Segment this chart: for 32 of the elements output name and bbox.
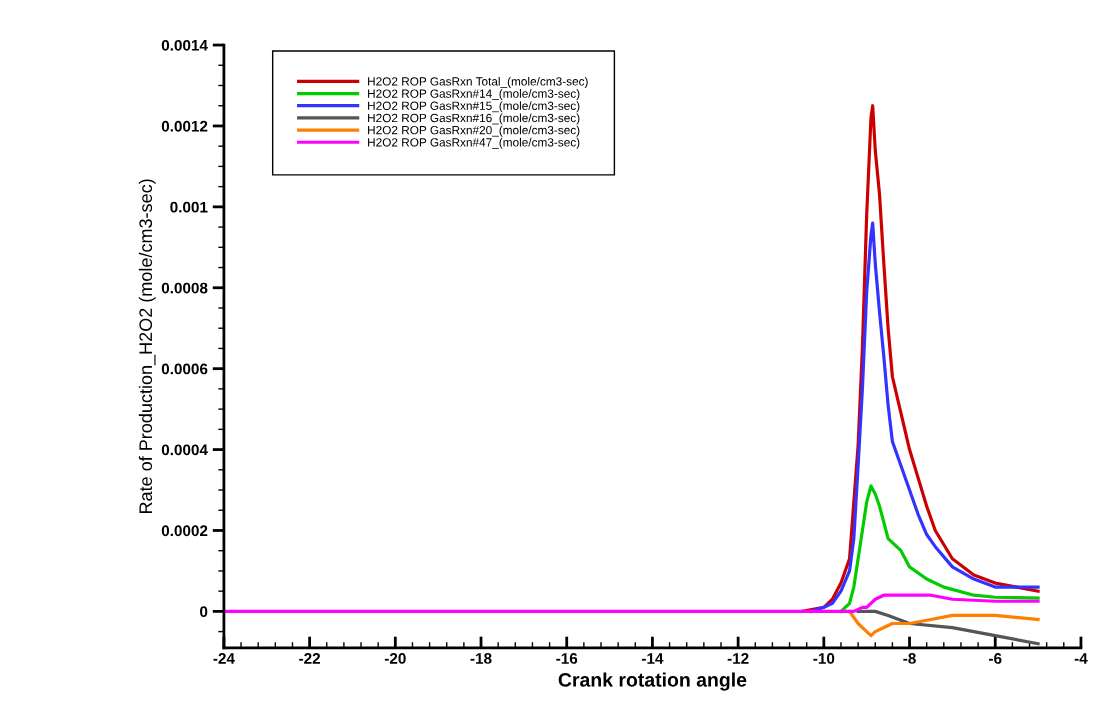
x-tick-label: -10: [813, 653, 835, 664]
legend-label: H2O2 ROP GasRxn#16_(mole/cm3-sec): [368, 113, 580, 125]
x-tick-label: -6: [989, 653, 1002, 664]
legend-label: H2O2 ROP GasRxn#15_(mole/cm3-sec): [368, 101, 580, 113]
line-series: [809, 221, 1040, 613]
x-tick-label: -14: [641, 653, 664, 664]
legend-label: H2O2 ROP GasRxn#47_(mole/cm3-sec): [368, 137, 580, 149]
x-tick-label: -18: [470, 653, 492, 664]
x-tick-label: -24: [213, 653, 235, 664]
x-tick-label: -16: [556, 653, 578, 664]
y-tick-label: 0.001: [170, 201, 208, 213]
x-tick-label: -4: [1074, 653, 1088, 664]
y-tick-label: 0.0014: [161, 39, 208, 51]
x-tick-label: -22: [299, 653, 321, 664]
line-series: [847, 609, 1040, 638]
line-series: [839, 484, 1040, 613]
y-axis-title: Rate of Production_H2O2 (mole/cm3-sec): [138, 179, 156, 514]
legend-label: H2O2 ROP GasRxn#14_(mole/cm3-sec): [368, 89, 580, 101]
y-tick-label: 0.0012: [161, 120, 208, 132]
legend-label: H2O2 ROP GasRxn#20_(mole/cm3-sec): [368, 125, 580, 137]
line-series: [223, 593, 1040, 613]
y-tick-label: 0: [200, 606, 208, 618]
line-series: [856, 609, 1040, 646]
x-tick-label: -20: [384, 653, 406, 664]
y-tick-label: 0.0004: [161, 444, 208, 456]
x-tick-label: -8: [903, 653, 916, 664]
y-tick-label: 0.0008: [161, 282, 208, 294]
x-axis-title: Crank rotation angle: [558, 672, 747, 691]
y-tick-label: 0.0002: [161, 525, 208, 537]
legend-label: H2O2 ROP GasRxn Total_(mole/cm3-sec): [368, 76, 588, 88]
x-tick-label: -12: [727, 653, 749, 664]
y-tick-label: 0.0006: [161, 363, 208, 375]
